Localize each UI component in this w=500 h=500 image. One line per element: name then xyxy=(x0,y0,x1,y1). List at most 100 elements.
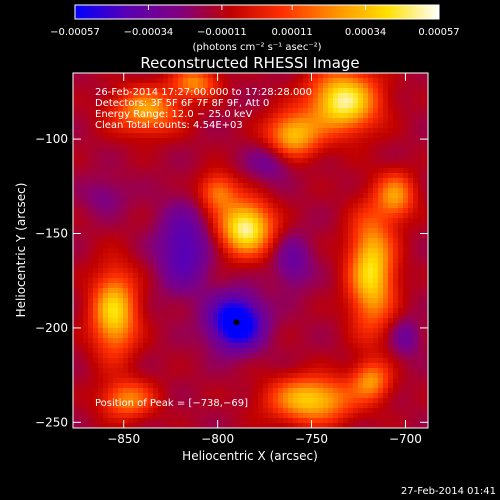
heatmap-cell xyxy=(418,313,423,318)
heatmap-cell xyxy=(198,93,203,98)
heatmap-cell xyxy=(288,418,293,423)
heatmap-cell xyxy=(228,388,233,393)
heatmap-cell xyxy=(243,113,248,118)
heatmap-cell xyxy=(298,278,303,283)
heatmap-cell xyxy=(358,113,363,118)
heatmap-cell xyxy=(253,348,258,353)
heatmap-cell xyxy=(123,253,128,258)
heatmap-cell xyxy=(138,268,143,273)
heatmap-cell xyxy=(183,278,188,283)
heatmap-cell xyxy=(248,303,253,308)
heatmap-cell xyxy=(258,108,263,113)
heatmap-cell xyxy=(228,98,233,103)
heatmap-cell xyxy=(408,293,413,298)
heatmap-cell xyxy=(243,288,248,293)
heatmap-cell xyxy=(373,288,378,293)
heatmap-cell xyxy=(278,413,283,418)
heatmap-cell xyxy=(368,393,373,398)
heatmap-cell xyxy=(413,193,418,198)
heatmap-cell xyxy=(83,73,88,78)
heatmap-cell xyxy=(108,198,113,203)
heatmap-cell xyxy=(298,118,303,123)
heatmap-cell xyxy=(213,388,218,393)
heatmap-cell xyxy=(233,308,238,313)
heatmap-cell xyxy=(213,418,218,423)
heatmap-cell xyxy=(383,403,388,408)
heatmap-cell xyxy=(133,113,138,118)
heatmap-cell xyxy=(413,393,418,398)
heatmap-cell xyxy=(263,248,268,253)
heatmap-cell xyxy=(138,308,143,313)
heatmap-cell xyxy=(248,153,253,158)
heatmap-cell xyxy=(268,173,273,178)
heatmap-cell xyxy=(113,373,118,378)
heatmap-cell xyxy=(183,288,188,293)
heatmap-cell xyxy=(313,118,318,123)
heatmap-cell xyxy=(113,198,118,203)
heatmap-cell xyxy=(88,363,93,368)
heatmap-cell xyxy=(338,173,343,178)
heatmap-cell xyxy=(98,338,103,343)
heatmap-cell xyxy=(228,153,233,158)
heatmap-cell xyxy=(193,288,198,293)
heatmap-cell xyxy=(193,203,198,208)
heatmap-cell xyxy=(118,383,123,388)
heatmap-cell xyxy=(248,83,253,88)
heatmap-cell xyxy=(198,368,203,373)
heatmap-cell xyxy=(278,113,283,118)
heatmap-cell xyxy=(83,343,88,348)
heatmap-cell xyxy=(383,228,388,233)
heatmap-cell xyxy=(358,363,363,368)
heatmap-cell xyxy=(73,188,78,193)
heatmap-cell xyxy=(358,383,363,388)
heatmap-cell xyxy=(353,128,358,133)
heatmap-cell xyxy=(268,118,273,123)
heatmap-cell xyxy=(148,348,153,353)
heatmap-cell xyxy=(303,408,308,413)
heatmap-cell xyxy=(203,133,208,138)
heatmap-cell xyxy=(353,393,358,398)
heatmap-cell xyxy=(348,288,353,293)
heatmap-cell xyxy=(133,198,138,203)
heatmap-cell xyxy=(243,248,248,253)
heatmap-cell xyxy=(273,198,278,203)
heatmap-cell xyxy=(348,353,353,358)
heatmap-cell xyxy=(313,323,318,328)
heatmap-cell xyxy=(358,258,363,263)
heatmap-cell xyxy=(293,98,298,103)
heatmap-cell xyxy=(298,398,303,403)
heatmap-cell xyxy=(168,288,173,293)
heatmap-cell xyxy=(423,258,428,263)
heatmap-cell xyxy=(258,158,263,163)
heatmap-cell xyxy=(188,218,193,223)
heatmap-cell xyxy=(388,408,393,413)
heatmap-cell xyxy=(173,418,178,423)
heatmap-cell xyxy=(353,333,358,338)
heatmap-cell xyxy=(118,88,123,93)
heatmap-cell xyxy=(268,158,273,163)
heatmap-cell xyxy=(243,218,248,223)
heatmap-cell xyxy=(283,398,288,403)
heatmap-cell xyxy=(388,393,393,398)
heatmap-cell xyxy=(388,223,393,228)
heatmap-cell xyxy=(243,418,248,423)
heatmap-cell xyxy=(143,278,148,283)
heatmap-cell xyxy=(353,163,358,168)
heatmap-cell xyxy=(128,238,133,243)
heatmap-cell xyxy=(388,313,393,318)
heatmap-cell xyxy=(283,258,288,263)
heatmap-cell xyxy=(83,218,88,223)
heatmap-cell xyxy=(118,373,123,378)
heatmap-cell xyxy=(283,298,288,303)
heatmap-cell xyxy=(278,88,283,93)
heatmap-cell xyxy=(343,143,348,148)
heatmap-cell xyxy=(208,373,213,378)
heatmap-cell xyxy=(293,163,298,168)
heatmap-cell xyxy=(103,373,108,378)
heatmap-cell xyxy=(233,243,238,248)
heatmap-cell xyxy=(158,343,163,348)
heatmap-cell xyxy=(118,158,123,163)
heatmap-cell xyxy=(278,203,283,208)
heatmap-cell xyxy=(138,183,143,188)
heatmap-cell xyxy=(78,328,83,333)
